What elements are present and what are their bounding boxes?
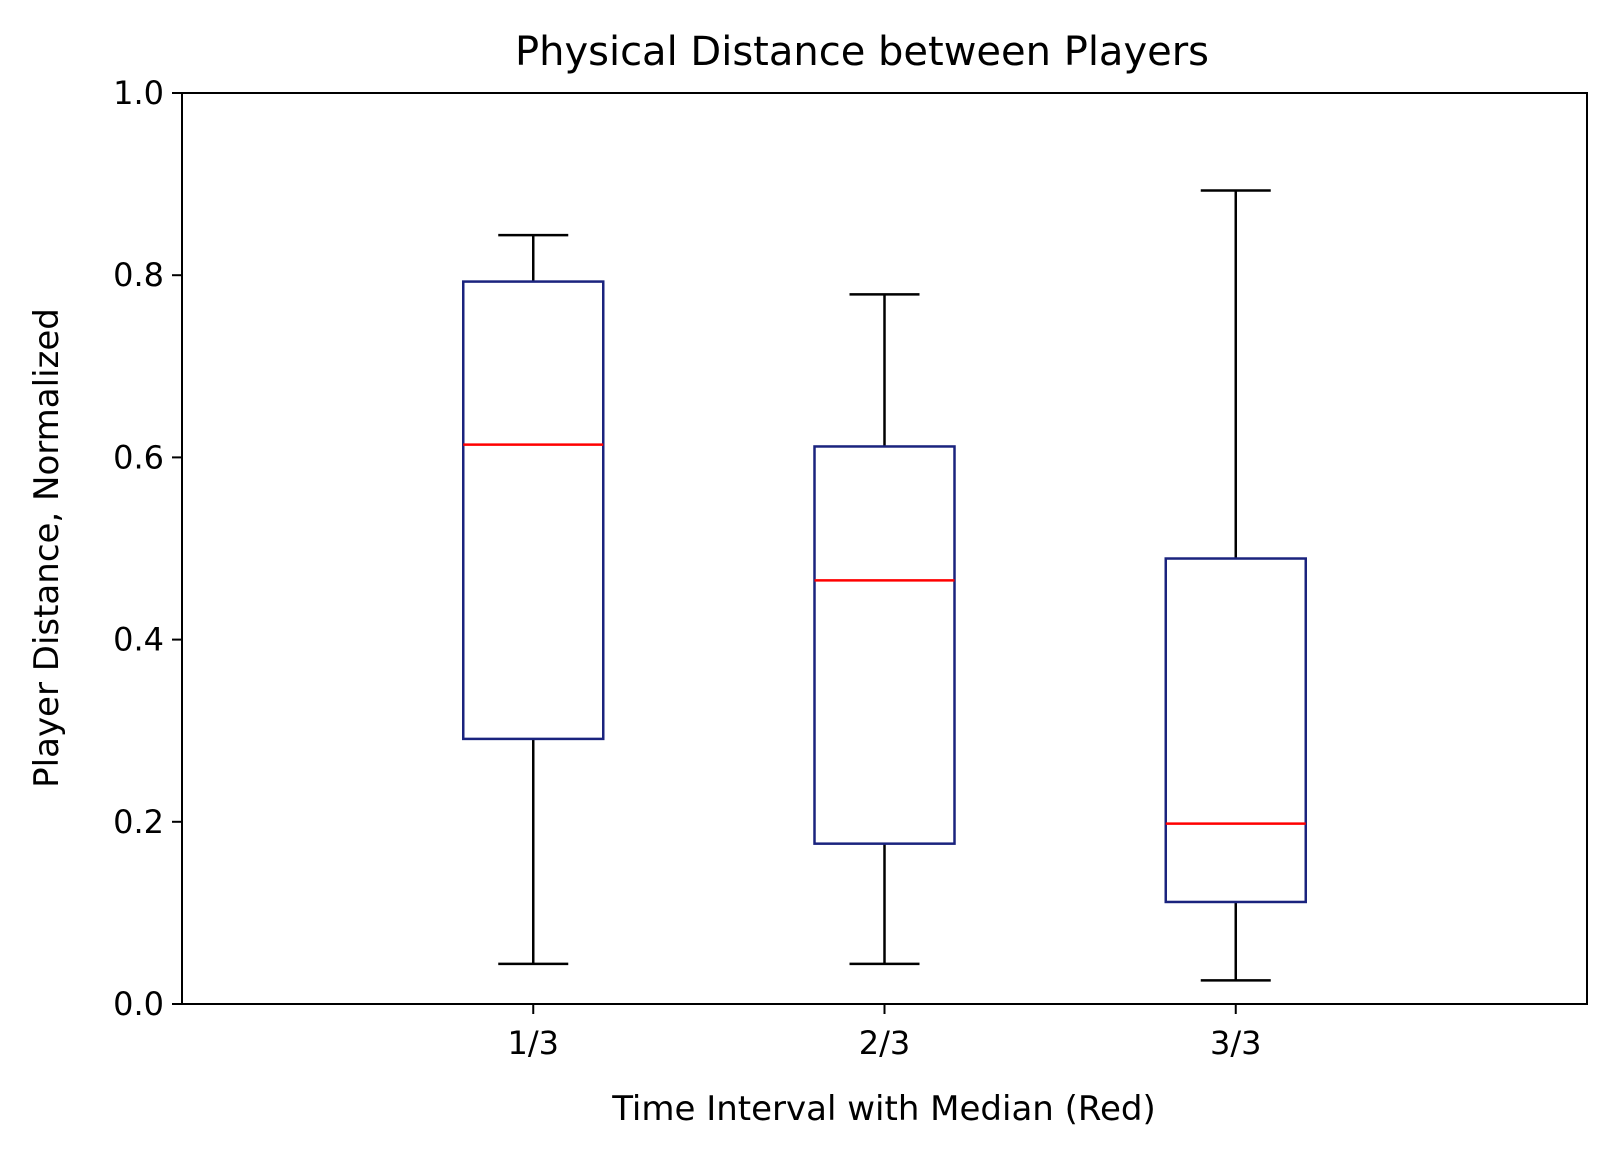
iqr-box — [1164, 557, 1307, 904]
x-axis: 1/3 2/3 3/3 — [508, 1004, 1262, 1062]
boxes-group — [462, 189, 1307, 982]
box-1 — [462, 233, 605, 966]
box-2 — [813, 293, 956, 966]
y-tick-label: 1.0 — [113, 74, 164, 112]
x-axis-label: Time Interval with Median (Red) — [611, 1089, 1156, 1129]
iqr-box — [813, 445, 956, 845]
y-tick-label: 0.4 — [113, 621, 164, 659]
y-axis-label: Player Distance, Normalized — [27, 308, 67, 788]
chart-title: Physical Distance between Players — [515, 29, 1209, 75]
y-tick-label: 0.0 — [113, 985, 164, 1023]
x-tick-label: 2/3 — [859, 1024, 911, 1062]
box-3 — [1164, 189, 1307, 982]
y-tick-label: 0.6 — [113, 438, 164, 476]
y-tick-label: 0.2 — [113, 803, 164, 841]
y-axis: 0.0 0.2 0.4 0.6 0.8 1.0 — [113, 74, 182, 1023]
iqr-box — [462, 280, 605, 741]
x-tick-label: 3/3 — [1210, 1024, 1262, 1062]
y-tick-label: 0.8 — [113, 256, 164, 294]
x-tick-label: 1/3 — [508, 1024, 560, 1062]
